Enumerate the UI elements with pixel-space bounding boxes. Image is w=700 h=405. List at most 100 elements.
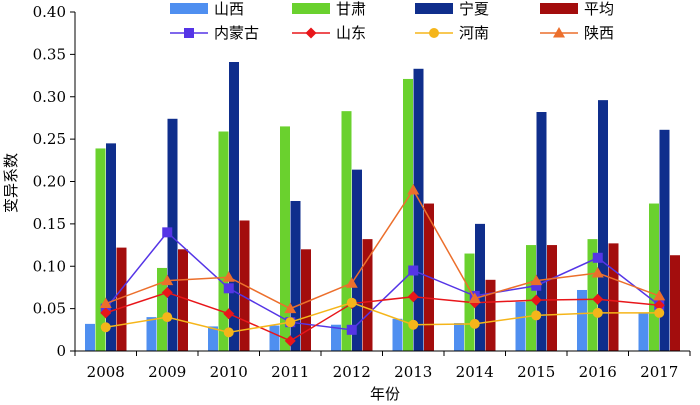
legend-label-山西: 山西 (214, 0, 244, 18)
point-河南-2017 (654, 307, 665, 318)
y-axis-title: 变异系数 (2, 153, 20, 213)
y-tick-label: 0.15 (33, 215, 66, 233)
legend-swatch-甘肃 (292, 3, 330, 14)
bar-山西-2011 (269, 325, 280, 351)
bar-平均-2016 (608, 243, 619, 351)
bar-宁夏-2011 (290, 200, 301, 351)
point-山东-2015 (530, 294, 542, 306)
line-陕西 (105, 188, 660, 310)
point-陕西-2009 (161, 274, 174, 286)
bar-甘肃-2015 (526, 245, 536, 351)
x-tick-label: 2012 (333, 363, 371, 381)
bar-平均-2012 (362, 239, 373, 351)
bar-甘肃-2011 (280, 126, 290, 351)
point-陕西-2017 (653, 289, 666, 301)
bar-甘肃-2012 (341, 111, 352, 351)
legend-marker-内蒙古 (184, 28, 194, 38)
y-tick-label: 0.30 (33, 88, 66, 106)
y-tick-label: 0.10 (33, 257, 66, 275)
point-陕西-2011 (284, 302, 297, 314)
bar-平均-2011 (301, 249, 311, 351)
bars-layer (85, 62, 680, 351)
x-tick-label: 2016 (579, 363, 617, 381)
x-axis-title: 年份 (370, 385, 400, 403)
bar-山西-2015 (515, 301, 526, 351)
point-陕西-2012 (345, 277, 358, 288)
bar-平均-2008 (116, 247, 127, 351)
bar-山西-2010 (208, 326, 218, 351)
x-tick-label: 2015 (517, 363, 555, 381)
point-陕西-2010 (222, 271, 235, 282)
bar-平均-2014 (485, 279, 496, 351)
y-tick-label: 0.25 (33, 130, 66, 148)
bar-宁夏-2012 (352, 169, 362, 351)
point-内蒙古-2013 (408, 265, 419, 276)
point-内蒙古-2016 (592, 252, 603, 263)
legend-swatch-平均 (540, 3, 578, 14)
lines-layer (99, 183, 666, 347)
x-tick-label: 2017 (640, 363, 678, 381)
point-山东-2016 (592, 293, 604, 305)
bar-宁夏-2013 (413, 68, 424, 351)
bar-平均-2017 (670, 255, 680, 351)
y-tick-label: 0.05 (33, 300, 66, 318)
legend-swatch-山西 (170, 3, 208, 14)
point-山东-2011 (284, 335, 296, 347)
point-山东-2008 (100, 307, 112, 319)
legend-label-甘肃: 甘肃 (336, 0, 366, 18)
point-河南-2010 (223, 327, 234, 338)
legend-label-河南: 河南 (459, 24, 489, 42)
line-内蒙古 (105, 231, 660, 331)
x-tick-label: 2013 (394, 363, 432, 381)
point-河南-2016 (592, 307, 603, 318)
point-河南-2011 (285, 317, 296, 328)
bar-甘肃-2016 (587, 239, 598, 351)
point-河南-2009 (162, 312, 173, 323)
bar-宁夏-2017 (659, 129, 670, 351)
point-内蒙古-2015 (531, 280, 542, 291)
bar-宁夏-2009 (167, 118, 178, 351)
y-tick-label: 0 (56, 342, 66, 360)
x-tick-label: 2014 (456, 363, 494, 381)
y-tick-label: 0.20 (33, 173, 66, 191)
line-山东 (105, 291, 660, 342)
legend-label-内蒙古: 内蒙古 (214, 24, 259, 42)
y-tick-label: 0.40 (33, 3, 66, 21)
bar-山西-2017 (638, 312, 649, 351)
point-陕西-2016 (591, 267, 604, 278)
legend-label-平均: 平均 (584, 0, 614, 18)
point-河南-2012 (346, 297, 357, 308)
bar-山西-2016 (577, 289, 587, 351)
bar-山西-2014 (454, 323, 464, 351)
point-河南-2014 (469, 318, 480, 329)
point-陕西-2013 (407, 183, 420, 195)
bar-宁夏-2014 (475, 223, 485, 351)
bar-甘肃-2013 (403, 78, 413, 351)
point-山东-2013 (407, 291, 419, 303)
bar-甘肃-2008 (95, 148, 106, 351)
legend-marker-山东 (305, 27, 317, 39)
line-河南 (105, 301, 660, 334)
point-河南-2008 (100, 322, 111, 333)
point-内蒙古-2009 (162, 227, 173, 238)
point-陕西-2014 (468, 292, 481, 303)
legend-marker-陕西 (553, 27, 565, 38)
bar-宁夏-2010 (229, 62, 239, 351)
point-山东-2010 (223, 308, 235, 320)
x-tick-label: 2009 (148, 363, 186, 381)
legend-marker-河南 (429, 28, 439, 38)
legend-label-山东: 山东 (336, 24, 366, 42)
x-tick-label: 2008 (87, 363, 125, 381)
legend-swatch-宁夏 (415, 3, 453, 14)
point-山东-2017 (653, 299, 665, 311)
x-tick-label: 2011 (271, 363, 309, 381)
point-河南-2013 (408, 319, 419, 330)
axes: 0 0.05 0.10 0.15 0.20 0.25 0.30 0.35 0.40 2008 200… (33, 3, 691, 381)
bar-山西-2009 (146, 317, 157, 351)
bar-宁夏-2008 (106, 143, 116, 351)
y-tick-label: 0.35 (33, 45, 66, 63)
bar-甘肃-2010 (218, 131, 229, 351)
legend-label-宁夏: 宁夏 (459, 0, 489, 18)
point-内蒙古-2010 (223, 283, 234, 294)
